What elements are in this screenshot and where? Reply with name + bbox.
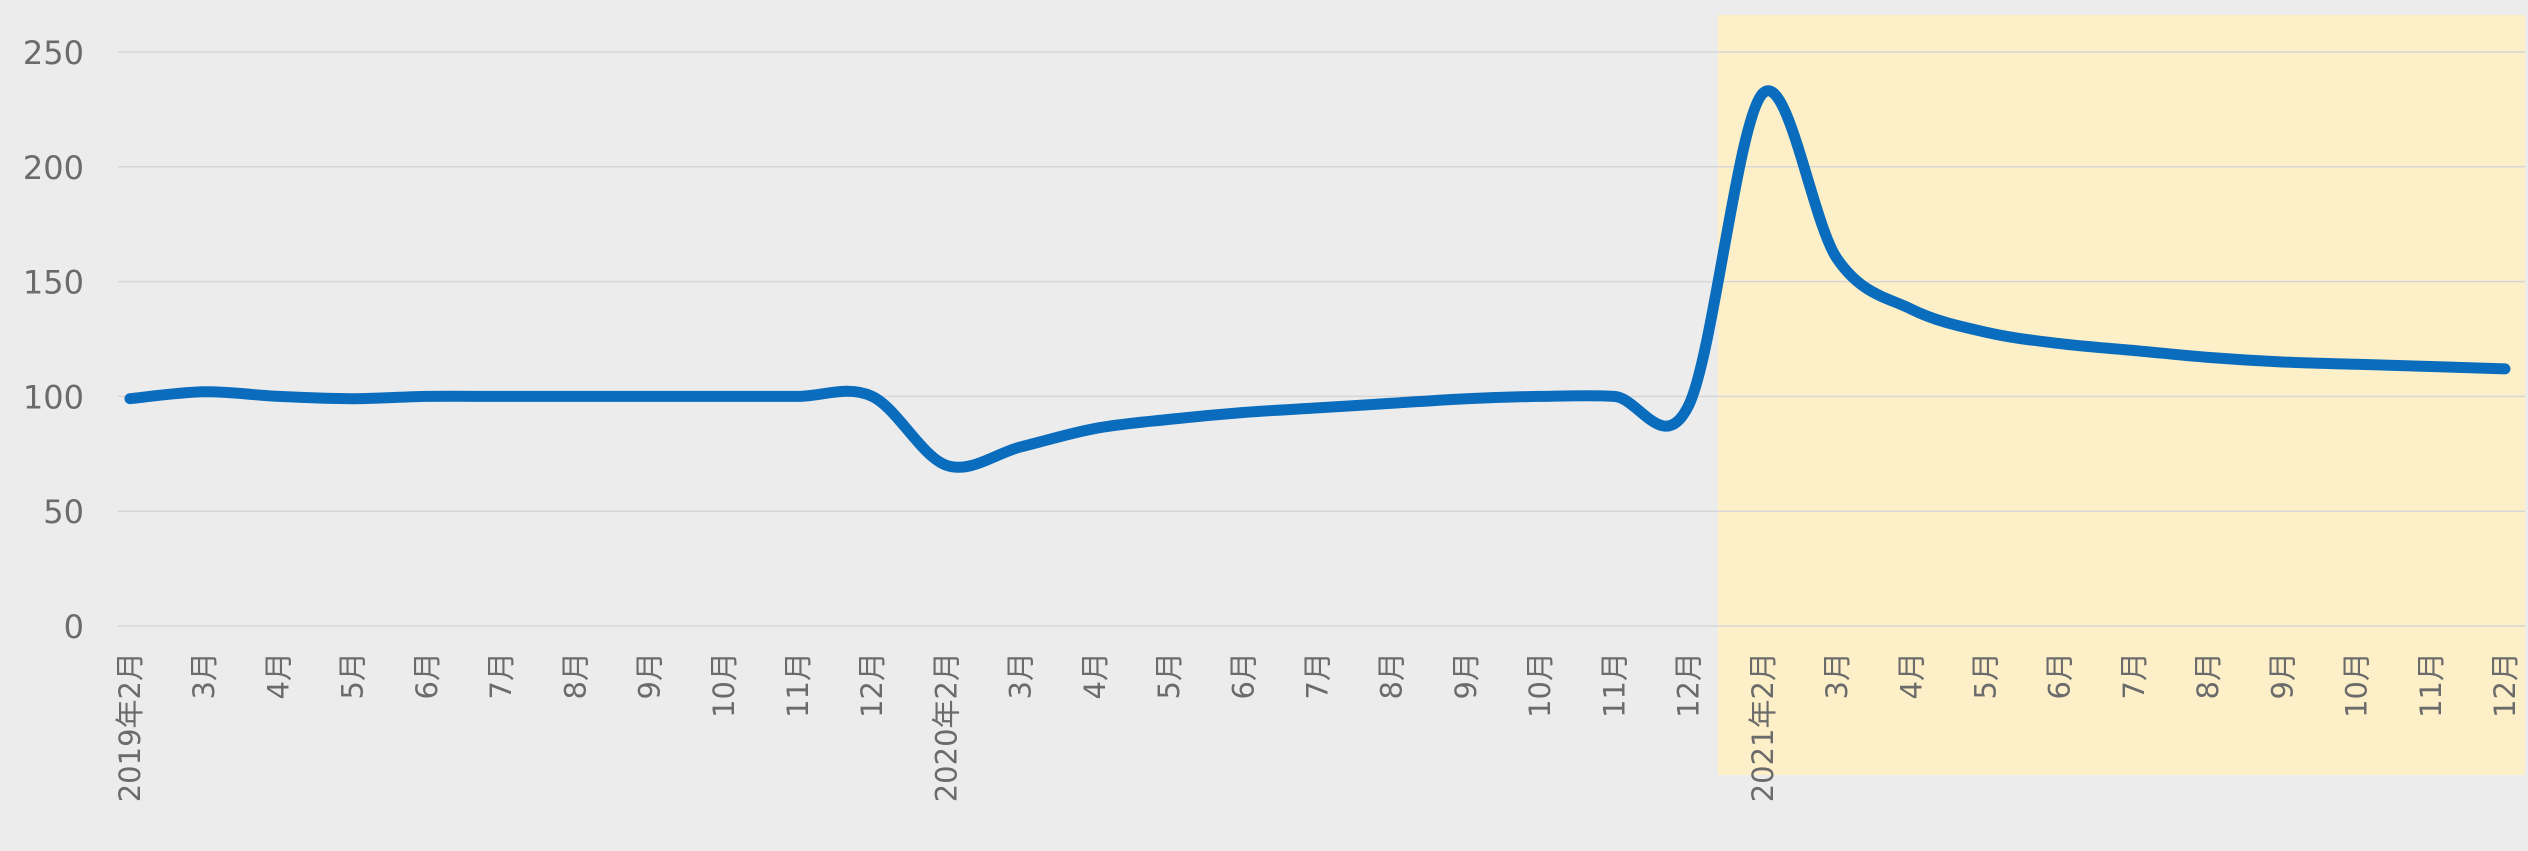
data-point-29	[2279, 359, 2285, 365]
data-point-22	[1760, 90, 1766, 96]
data-point-2	[275, 393, 281, 399]
data-point-3	[350, 396, 356, 402]
x-tick-label: 7月	[1301, 652, 1335, 699]
series-line-0	[124, 85, 2511, 473]
data-point-15	[1240, 409, 1246, 415]
x-tick-label: 6月	[2043, 652, 2077, 699]
data-point-18	[1463, 396, 1469, 402]
x-tick-label: 6月	[410, 652, 444, 699]
data-point-21	[1686, 403, 1692, 409]
x-tick-label: 9月	[1449, 652, 1483, 699]
x-tick-label: 3月	[187, 652, 221, 699]
x-tick-label: 8月	[558, 652, 592, 699]
x-tick-label: 5月	[336, 652, 370, 699]
data-point-32	[2502, 366, 2508, 372]
data-point-1	[201, 389, 207, 395]
x-tick-label: 12月	[2488, 652, 2522, 718]
y-tick-label: 250	[23, 34, 84, 72]
y-tick-label: 0	[64, 608, 84, 646]
x-tick-label: 3月	[1004, 652, 1038, 699]
data-point-19	[1537, 393, 1543, 399]
data-point-28	[2205, 354, 2211, 360]
data-point-4	[424, 393, 430, 399]
data-point-10	[869, 393, 875, 399]
data-point-5	[498, 393, 504, 399]
x-tick-label: 4月	[1894, 652, 1928, 699]
x-tick-label: 8月	[2191, 652, 2225, 699]
data-point-25	[1982, 329, 1988, 335]
data-point-30	[2354, 361, 2360, 367]
data-point-9	[795, 393, 801, 399]
data-point-14	[1166, 416, 1172, 422]
x-tick-label: 2021年2月	[1746, 652, 1780, 802]
data-point-24	[1908, 306, 1914, 312]
data-point-12	[1018, 444, 1024, 450]
x-tick-label: 2019年2月	[113, 652, 147, 802]
data-point-0	[127, 396, 133, 402]
x-tick-label: 6月	[1226, 652, 1260, 699]
x-tick-label: 11月	[2414, 652, 2448, 718]
y-tick-label: 100	[23, 378, 84, 416]
y-tick-label: 200	[23, 149, 84, 187]
x-tick-label: 4月	[1078, 652, 1112, 699]
x-tick-label: 10月	[1523, 652, 1557, 718]
y-axis-ticks: 0 50 100 150 200 250	[23, 34, 84, 646]
data-point-23	[1834, 256, 1840, 262]
x-tick-label: 11月	[1597, 652, 1631, 718]
highlight-layer	[1717, 15, 2525, 775]
data-point-16	[1315, 405, 1321, 411]
x-tick-label: 9月	[633, 652, 667, 699]
data-point-7	[647, 393, 653, 399]
data-point-26	[2057, 341, 2063, 347]
x-tick-label: 12月	[1672, 652, 1706, 718]
x-tick-label: 7月	[2117, 652, 2151, 699]
x-tick-label: 7月	[484, 652, 518, 699]
y-tick-label: 150	[23, 264, 84, 302]
x-tick-label: 4月	[261, 652, 295, 699]
x-tick-label: 8月	[1375, 652, 1409, 699]
data-point-6	[572, 393, 578, 399]
data-point-31	[2428, 364, 2434, 370]
data-point-8	[721, 393, 727, 399]
x-tick-label: 3月	[1820, 652, 1854, 699]
data-point-13	[1092, 426, 1098, 432]
x-tick-label: 11月	[781, 652, 815, 718]
x-tick-label: 12月	[855, 652, 889, 718]
x-tick-label: 10月	[2340, 652, 2374, 718]
x-tick-label: 2020年2月	[929, 652, 963, 802]
data-point-11	[943, 462, 949, 468]
data-point-27	[2131, 347, 2137, 353]
x-tick-label: 5月	[1968, 652, 2002, 699]
y-tick-label: 50	[43, 493, 84, 531]
highlight-region	[1717, 15, 2525, 775]
x-tick-label: 10月	[707, 652, 741, 718]
x-tick-label: 9月	[2265, 652, 2299, 699]
x-tick-label: 5月	[1152, 652, 1186, 699]
series-layer	[124, 85, 2511, 473]
data-point-20	[1611, 393, 1617, 399]
x-axis-ticks: 2019年2月 3月 4月 5月 6月 7月 8月 9月 10月 11月 12月 2020年2月 3月 4…	[113, 652, 2522, 802]
data-point-17	[1389, 400, 1395, 406]
